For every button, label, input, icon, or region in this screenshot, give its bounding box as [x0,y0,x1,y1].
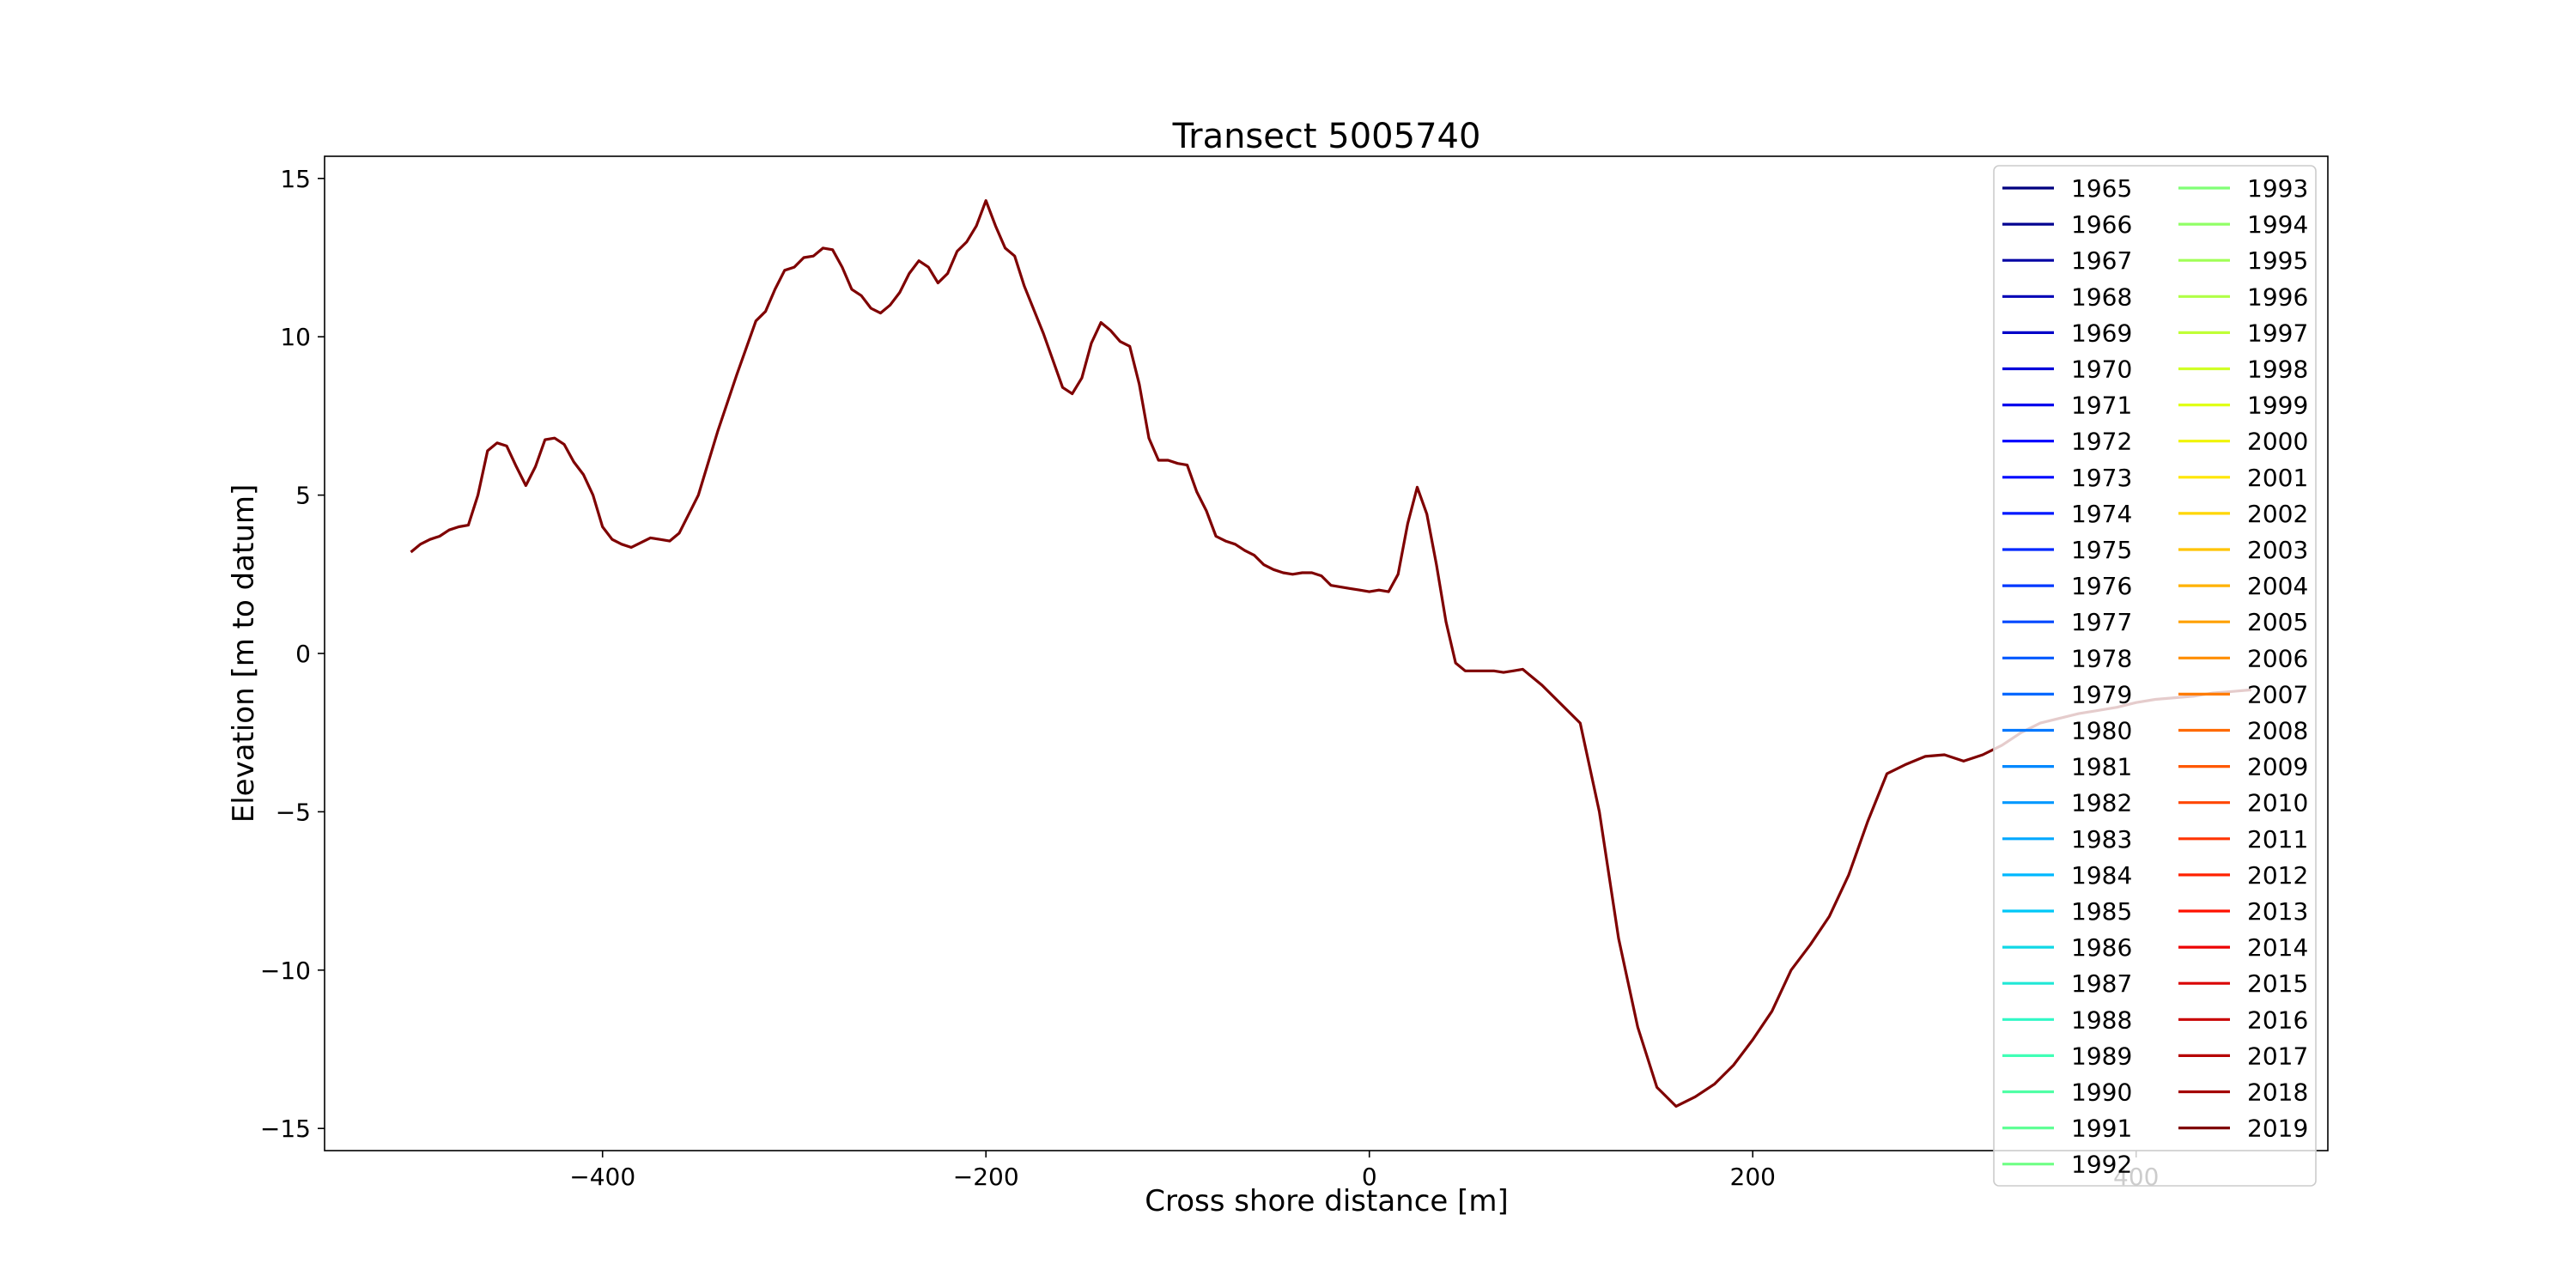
legend-label: 1977 [2071,608,2132,636]
legend-label: 1984 [2071,861,2132,890]
legend-label: 2005 [2247,608,2308,636]
legend-label: 2014 [2247,933,2308,962]
x-tick-label: 200 [1730,1163,1776,1191]
y-axis: −15 −10 −5 0 5 10 15 [260,165,325,1143]
legend-label: 1979 [2071,680,2132,708]
chart-title: Transect 5005740 [1172,117,1481,156]
legend-label: 1988 [2071,1005,2132,1034]
legend-label: 1993 [2247,174,2308,203]
legend-label: 2000 [2247,428,2308,456]
legend-label: 1976 [2071,572,2132,600]
series-line-2019 [410,199,2251,1109]
y-tick-label: 15 [280,165,311,193]
legend-label: 1969 [2071,319,2132,347]
legend-label: 2006 [2247,644,2308,672]
legend-label: 2003 [2247,536,2308,564]
legend-label: 2010 [2247,789,2308,817]
legend-label: 1999 [2247,392,2308,420]
series-layer [410,199,2251,1109]
legend-label: 1994 [2247,210,2308,239]
y-tick-label: −5 [276,798,311,826]
legend-label: 1998 [2247,355,2308,384]
legend-label: 1997 [2247,319,2308,347]
legend-label: 2001 [2247,464,2308,492]
legend-label: 1978 [2071,644,2132,672]
x-axis-label: Cross shore distance [m] [1145,1184,1509,1218]
legend-label: 1972 [2071,428,2132,456]
y-tick-label: 10 [280,323,311,351]
y-tick-label: −10 [260,957,311,985]
legend-label: 1966 [2071,210,2132,239]
legend-label: 1970 [2071,355,2132,384]
legend-label: 1992 [2071,1151,2132,1179]
legend-label: 1974 [2071,500,2132,528]
legend-frame [1993,165,2317,1187]
legend-label: 1967 [2071,246,2132,275]
legend-label: 2012 [2247,861,2308,890]
legend-label: 1996 [2247,283,2308,311]
legend-label: 1983 [2071,825,2132,854]
legend-label: 1981 [2071,753,2132,781]
legend-label: 1986 [2071,933,2132,962]
legend-label: 2007 [2247,680,2308,708]
legend-label: 2017 [2247,1042,2308,1070]
legend-label: 1965 [2071,174,2132,203]
x-tick-label: −200 [953,1163,1019,1191]
legend-label: 2004 [2247,572,2308,600]
y-tick-label: −15 [260,1115,311,1143]
x-tick-label: −400 [569,1163,635,1191]
legend-label: 1968 [2071,283,2132,311]
legend: 1965 1966 1967 1968 1969 1970 1971 1972 1973 1974… [1993,165,2317,1187]
legend-label: 1990 [2071,1078,2132,1107]
legend-label: 1987 [2071,969,2132,998]
legend-label: 2015 [2247,969,2308,998]
legend-label: 2008 [2247,717,2308,745]
legend-label: 1975 [2071,536,2132,564]
legend-label: 1982 [2071,789,2132,817]
legend-label: 2019 [2247,1115,2308,1143]
legend-label: 2009 [2247,753,2308,781]
legend-label: 2018 [2247,1078,2308,1107]
legend-label: 1971 [2071,392,2132,420]
legend-label: 2013 [2247,897,2308,926]
x-tick-label: 0 [1362,1163,1377,1191]
legend-label: 2002 [2247,500,2308,528]
legend-label: 2011 [2247,825,2308,854]
y-tick-label: 5 [295,482,311,510]
legend-label: 1980 [2071,717,2132,745]
legend-label: 1973 [2071,464,2132,492]
legend-label: 1991 [2071,1115,2132,1143]
legend-label: 1995 [2247,246,2308,275]
legend-label: 1989 [2071,1042,2132,1070]
legend-label: 2016 [2247,1005,2308,1034]
y-axis-label: Elevation [m to datum] [227,484,261,823]
y-tick-label: 0 [295,640,311,668]
legend-label: 1985 [2071,897,2132,926]
